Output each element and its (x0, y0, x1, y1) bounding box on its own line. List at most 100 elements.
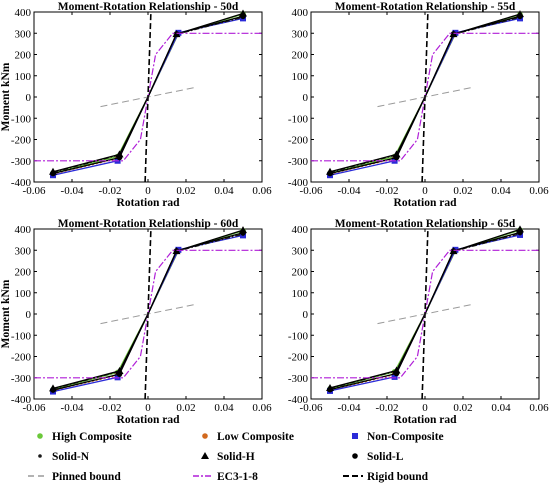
y-tick-label: -100 (11, 113, 32, 125)
series-high (50, 11, 246, 176)
x-tick-label: 0.02 (176, 185, 195, 197)
legend-item-ec3: EC3-1-8 (193, 471, 258, 483)
series-solidH (326, 10, 524, 175)
series-line (52, 12, 244, 173)
x-tick-label: -0.06 (300, 402, 323, 414)
y-tick-label: 100 (292, 71, 309, 83)
x-tick-label: -0.04 (61, 402, 84, 414)
x-tick-label: 0.04 (214, 185, 234, 197)
legend-label: Pinned bound (52, 471, 121, 483)
legend-marker (201, 452, 209, 459)
series-line (52, 229, 244, 390)
y-axis-label: Moment kNm (0, 279, 12, 348)
data-point (116, 154, 123, 161)
y-tick-label: 300 (15, 245, 32, 257)
data-point (517, 229, 523, 236)
series-line (421, 11, 429, 183)
data-point (50, 387, 56, 393)
series-line (329, 13, 521, 173)
y-tick-label: -100 (288, 330, 309, 342)
x-tick-label: 0 (422, 185, 428, 197)
x-tick-label: 0.06 (529, 185, 549, 197)
x-axis-label: Rotation rad (394, 414, 458, 426)
legend-item-solidL: Solid-L (352, 451, 404, 463)
x-tick-label: 0.06 (529, 402, 549, 414)
x-tick-label: -0.04 (338, 185, 361, 197)
data-point (116, 371, 123, 377)
y-tick-label: -300 (288, 373, 309, 385)
y-tick-label: 100 (15, 71, 32, 83)
legend-marker (352, 433, 358, 439)
y-tick-label: -100 (11, 330, 32, 342)
legend-item-solidN: Solid-N (38, 451, 90, 463)
x-tick-label: -0.04 (61, 185, 84, 197)
x-axis-label: Rotation rad (117, 197, 181, 209)
y-tick-label: -300 (11, 156, 32, 168)
y-tick-label: 300 (15, 28, 32, 40)
legend-marker (352, 453, 358, 459)
y-tick-label: 200 (15, 267, 32, 279)
x-tick-label: 0.04 (491, 185, 511, 197)
legend-label: Non-Composite (367, 431, 444, 443)
x-tick-label: -0.02 (376, 185, 399, 197)
y-tick-label: -200 (288, 135, 309, 147)
legend-item-high: High Composite (37, 431, 132, 443)
x-tick-label: 0.06 (252, 185, 272, 197)
series-rigid (421, 228, 429, 400)
series-high (50, 227, 246, 393)
x-axis-label: Rotation rad (394, 197, 458, 209)
data-point (240, 13, 246, 20)
y-tick-label: -400 (288, 177, 309, 189)
y-tick-label: 400 (292, 7, 309, 19)
legend-item-solidH: Solid-H (201, 451, 255, 463)
data-point (517, 13, 523, 20)
x-tick-label: 0.06 (252, 402, 272, 414)
x-tick-label: 0 (145, 185, 151, 197)
y-tick-label: 100 (292, 288, 309, 300)
series-line (144, 228, 152, 400)
subplot-2: -0.06 -0.04 -0.02 0 0.02 0.04 0.06 -400 -300 -200… (288, 1, 549, 209)
subplot-4: -0.06 -0.04 -0.02 0 0.02 0.04 0.06 -400 -300 -200… (288, 218, 549, 426)
legend-item-rigid: Rigid bound (343, 471, 429, 483)
series-line (52, 230, 244, 391)
legend-item-pinned: Pinned bound (28, 471, 121, 483)
y-tick-label: 200 (15, 50, 32, 62)
data-point (240, 230, 246, 236)
y-tick-label: 300 (292, 28, 309, 40)
legend-marker (202, 433, 208, 439)
legend: High Composite Low Composite Non-Composite… (28, 431, 444, 483)
data-point (391, 373, 398, 380)
x-axis-label: Rotation rad (117, 414, 181, 426)
y-tick-label: 0 (26, 92, 32, 104)
series-rigid (144, 11, 152, 183)
x-tick-label: 0.02 (453, 402, 472, 414)
series-rigid (144, 228, 152, 400)
x-tick-label: 0.04 (214, 402, 234, 414)
y-tick-label: 0 (303, 309, 309, 321)
x-tick-label: 0.02 (176, 402, 195, 414)
series-line (421, 228, 429, 400)
x-tick-label: 0 (145, 402, 151, 414)
x-tick-label: -0.02 (99, 185, 122, 197)
subplot-3: -0.06 -0.04 -0.02 0 0.02 0.04 0.06 -400 -300 -200… (0, 218, 272, 426)
x-tick-label: -0.02 (376, 402, 399, 414)
x-tick-label: -0.06 (300, 185, 323, 197)
legend-label: Solid-H (217, 451, 255, 463)
series-solidH (49, 9, 247, 175)
series-line (144, 11, 152, 183)
y-tick-label: -400 (11, 394, 32, 406)
subplot-1: -0.06 -0.04 -0.02 0 0.02 0.04 0.06 -400 -300 -200… (0, 1, 272, 209)
legend-label: High Composite (52, 431, 132, 443)
y-tick-label: -300 (288, 156, 309, 168)
x-tick-label: -0.02 (99, 402, 122, 414)
legend-marker (37, 433, 43, 439)
legend-label: Low Composite (217, 431, 294, 443)
x-tick-label: 0 (422, 402, 428, 414)
y-tick-label: 200 (292, 267, 309, 279)
data-point (327, 386, 333, 393)
chart-title: Moment-Rotation Relationship - 50d (58, 1, 239, 13)
y-tick-label: 400 (15, 224, 32, 236)
legend-item-low: Low Composite (202, 431, 294, 443)
data-point (327, 170, 333, 177)
